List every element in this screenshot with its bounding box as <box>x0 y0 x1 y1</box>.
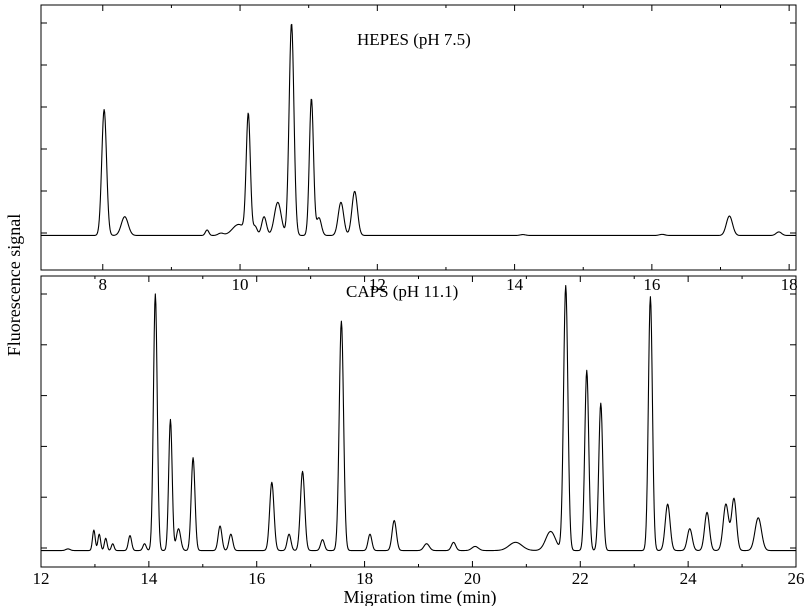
hepes-panel-title: HEPES (pH 7.5) <box>357 30 471 49</box>
hepes-x-tick-label: 14 <box>506 275 524 294</box>
caps-axis-ticks <box>40 276 797 567</box>
caps-x-tick-label: 14 <box>140 569 158 588</box>
hepes-x-tick-label: 12 <box>369 275 386 294</box>
caps-x-tick-label: 16 <box>248 569 265 588</box>
y-axis-title: Fluorescence signal <box>4 214 24 356</box>
hepes-trace <box>40 23 797 237</box>
hepes-plot-frame <box>40 4 797 271</box>
caps-x-tick-label: 12 <box>33 569 50 588</box>
caps-panel: CAPS (pH 11.1) 12 14 16 18 20 22 24 26 <box>33 275 805 588</box>
caps-x-tick-label: 22 <box>572 569 589 588</box>
caps-x-tick-label: 24 <box>680 569 698 588</box>
hepes-axis-ticks <box>41 5 796 270</box>
caps-trace <box>40 285 797 552</box>
caps-x-tick-labels: 12 14 16 18 20 22 24 26 <box>33 569 805 588</box>
hepes-x-tick-label: 18 <box>781 275 798 294</box>
hepes-x-tick-label: 8 <box>99 275 108 294</box>
caps-x-tick-label: 26 <box>788 569 805 588</box>
x-axis-title: Migration time (min) <box>344 587 497 606</box>
caps-panel-title: CAPS (pH 11.1) <box>346 282 458 301</box>
hepes-panel: HEPES (pH 7.5) 8 10 12 14 16 18 <box>40 4 798 294</box>
caps-x-tick-label: 20 <box>464 569 481 588</box>
hepes-x-tick-label: 16 <box>643 275 660 294</box>
hepes-x-tick-labels: 8 10 12 14 16 18 <box>99 275 798 294</box>
caps-x-tick-label: 18 <box>356 569 373 588</box>
hepes-x-tick-label: 10 <box>232 275 249 294</box>
